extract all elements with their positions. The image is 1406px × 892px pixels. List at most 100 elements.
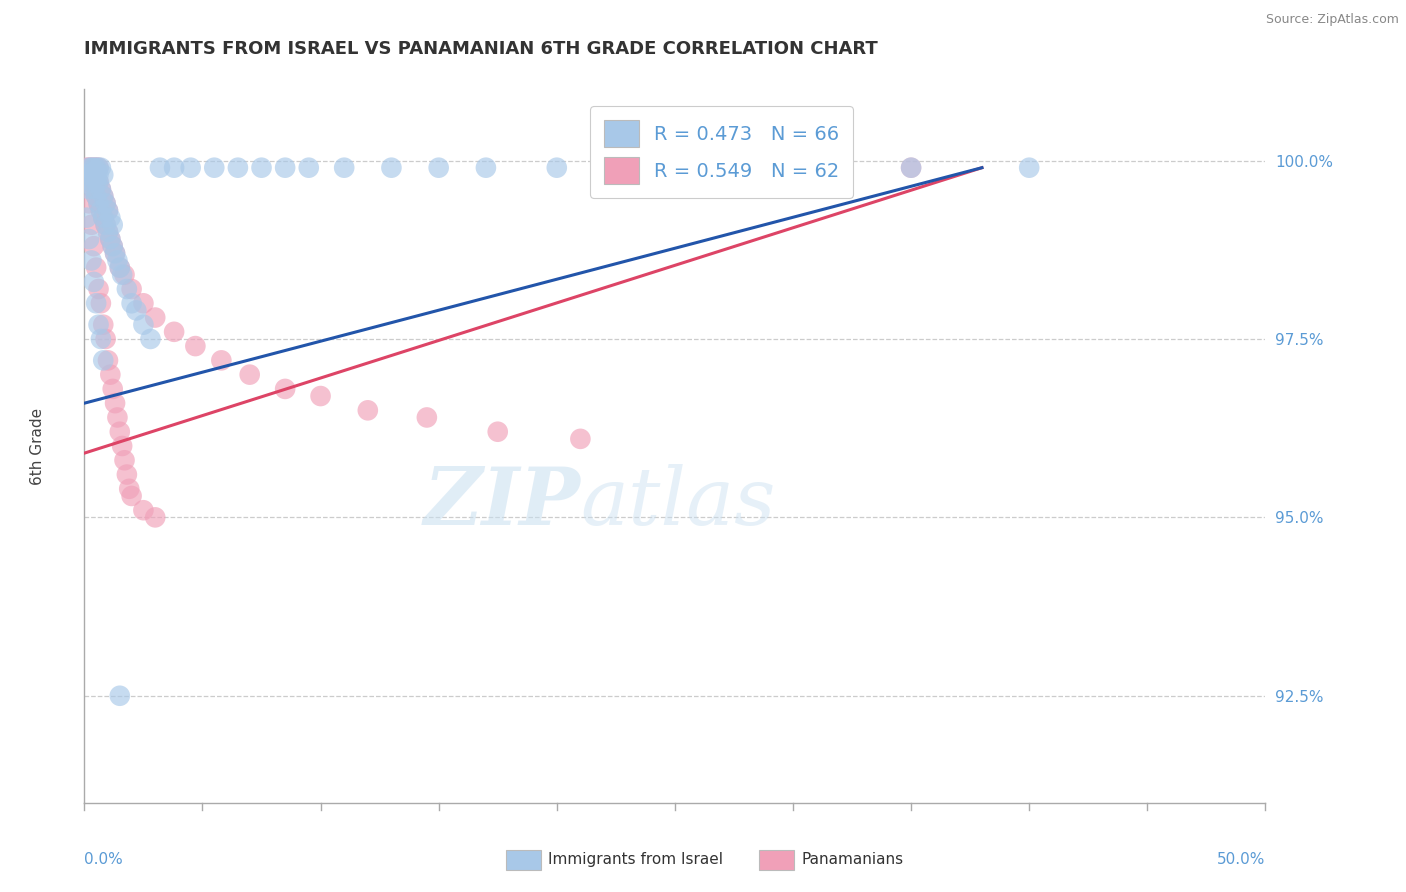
- Point: [90, 203, 112, 218]
- Point: [87, 175, 110, 189]
- Point: [90, 182, 112, 196]
- Point: [91, 353, 114, 368]
- Point: [84, 189, 107, 203]
- Point: [91, 318, 114, 332]
- Point: [91, 189, 114, 203]
- Point: [97, 203, 120, 218]
- Point: [132, 503, 155, 517]
- Point: [94, 218, 117, 232]
- Point: [98, 368, 121, 382]
- Point: [83, 168, 105, 182]
- Legend: R = 0.473   N = 66, R = 0.549   N = 62: R = 0.473 N = 66, R = 0.549 N = 62: [591, 106, 853, 198]
- Text: Panamanians: Panamanians: [801, 853, 904, 867]
- Point: [180, 161, 202, 175]
- Point: [274, 161, 297, 175]
- Point: [546, 161, 568, 175]
- Point: [83, 161, 105, 175]
- Point: [114, 453, 136, 467]
- Point: [357, 403, 380, 417]
- Point: [107, 253, 129, 268]
- Point: [115, 467, 138, 482]
- Text: 0.0%: 0.0%: [84, 852, 124, 867]
- Point: [77, 161, 100, 175]
- Point: [475, 161, 498, 175]
- Text: ZIP: ZIP: [423, 465, 581, 541]
- Text: 50.0%: 50.0%: [1218, 852, 1265, 867]
- Point: [111, 439, 134, 453]
- Point: [121, 489, 143, 503]
- Point: [309, 389, 332, 403]
- Point: [90, 332, 112, 346]
- Point: [569, 432, 592, 446]
- Point: [380, 161, 402, 175]
- Point: [115, 282, 138, 296]
- Point: [80, 253, 103, 268]
- Point: [87, 196, 110, 211]
- Point: [87, 168, 110, 182]
- Point: [163, 161, 186, 175]
- Text: Source: ZipAtlas.com: Source: ZipAtlas.com: [1265, 13, 1399, 27]
- Point: [97, 225, 120, 239]
- Point: [209, 353, 232, 368]
- Point: [688, 161, 710, 175]
- Point: [87, 161, 110, 175]
- Point: [101, 239, 124, 253]
- Point: [98, 211, 121, 225]
- Point: [184, 339, 207, 353]
- Point: [83, 168, 105, 182]
- Point: [84, 175, 107, 189]
- Point: [900, 161, 922, 175]
- Point: [114, 268, 136, 282]
- Point: [298, 161, 321, 175]
- Point: [91, 189, 114, 203]
- Point: [125, 303, 148, 318]
- Point: [101, 218, 124, 232]
- Point: [87, 175, 110, 189]
- Point: [104, 246, 127, 260]
- Point: [616, 161, 638, 175]
- Point: [87, 196, 110, 211]
- Point: [91, 168, 114, 182]
- Point: [94, 196, 117, 211]
- Point: [77, 161, 100, 175]
- Point: [900, 161, 922, 175]
- Text: atlas: atlas: [581, 465, 776, 541]
- Point: [104, 246, 127, 260]
- Point: [782, 161, 804, 175]
- Point: [1018, 161, 1040, 175]
- Point: [80, 168, 103, 182]
- Point: [108, 260, 131, 275]
- Point: [84, 189, 107, 203]
- Point: [76, 211, 98, 225]
- Point: [76, 161, 98, 175]
- Point: [97, 353, 120, 368]
- Point: [84, 161, 107, 175]
- Point: [91, 211, 114, 225]
- Point: [111, 268, 134, 282]
- Point: [90, 182, 112, 196]
- Point: [139, 332, 162, 346]
- Point: [83, 239, 105, 253]
- Point: [98, 232, 121, 246]
- Point: [108, 425, 131, 439]
- Point: [77, 232, 100, 246]
- Point: [84, 296, 107, 310]
- Point: [118, 482, 141, 496]
- Point: [77, 196, 100, 211]
- Point: [163, 325, 186, 339]
- Point: [94, 332, 117, 346]
- Point: [94, 218, 117, 232]
- Text: Immigrants from Israel: Immigrants from Israel: [548, 853, 723, 867]
- Point: [87, 161, 110, 175]
- Point: [84, 175, 107, 189]
- Point: [76, 168, 98, 182]
- Point: [143, 510, 166, 524]
- Point: [84, 161, 107, 175]
- Point: [83, 182, 105, 196]
- Text: IMMIGRANTS FROM ISRAEL VS PANAMANIAN 6TH GRADE CORRELATION CHART: IMMIGRANTS FROM ISRAEL VS PANAMANIAN 6TH…: [84, 40, 879, 58]
- Point: [94, 196, 117, 211]
- Point: [80, 168, 103, 182]
- Point: [250, 161, 273, 175]
- Point: [143, 310, 166, 325]
- Point: [416, 410, 439, 425]
